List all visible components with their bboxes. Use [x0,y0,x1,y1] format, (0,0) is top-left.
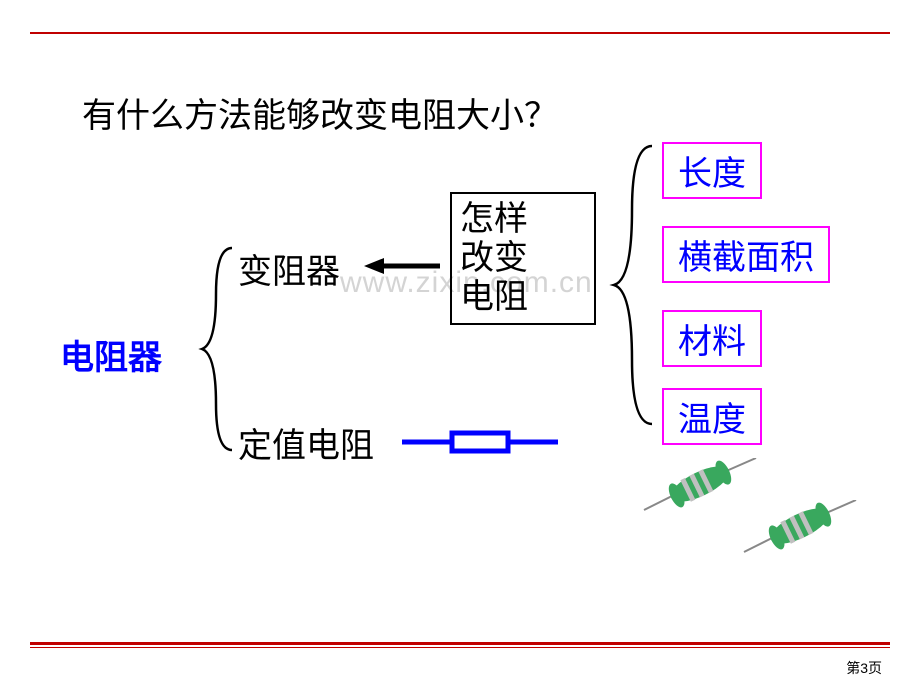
top-rule [30,32,890,34]
resistor-symbol-icon [400,430,560,454]
root-brace [196,244,236,454]
root-label: 电阻器 [60,330,162,379]
resistor-image-2 [740,500,860,560]
factor-temperature: 温度 [662,388,762,445]
slide: 有什么方法能够改变电阻大小？ 电阻器 变阻器 定值电阻 www.zixin.co… [0,0,920,690]
mid-box: 怎样 改变 电阻 [450,192,596,325]
branch1-label: 变阻器 [238,244,340,293]
factor-area: 横截面积 [662,226,830,283]
mid-brace [608,140,656,430]
mid-line2: 改变 [460,239,586,278]
bottom-rule [30,642,890,648]
question-text: 有什么方法能够改变电阻大小？ [82,88,558,137]
mid-line3: 电阻 [460,278,586,317]
factor-material: 材料 [662,310,762,367]
arrow-left-icon [362,256,442,276]
factor-length: 长度 [662,142,762,199]
branch2-label: 定值电阻 [238,418,374,467]
page-number: 第3页 [846,658,882,678]
mid-line1: 怎样 [460,200,586,239]
